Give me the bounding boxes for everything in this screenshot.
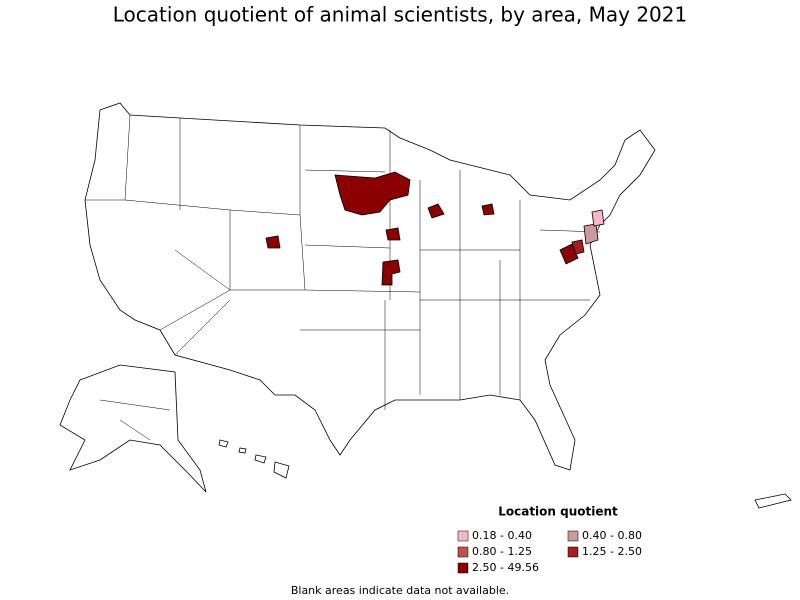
highlighted-area	[583, 223, 599, 245]
highlighted-area	[571, 239, 585, 255]
alaska-borders	[99, 399, 171, 441]
highlighted-areas	[265, 171, 605, 286]
legend: 0.18 - 0.40 0.40 - 0.80 0.80 - 1.25 1.25 - …	[457, 529, 642, 574]
legend-label: 0.40 - 0.80	[582, 529, 642, 542]
legend-label: 2.50 - 49.56	[472, 561, 539, 574]
highlighted-area	[381, 259, 401, 286]
highlighted-area	[385, 227, 401, 241]
hawaii	[218, 439, 290, 479]
puerto-rico	[754, 493, 792, 509]
legend-label: 0.18 - 0.40	[472, 529, 532, 542]
legend-label: 1.25 - 2.50	[582, 545, 642, 558]
highlighted-area	[427, 203, 445, 219]
footnote: Blank areas indicate data not available.	[291, 584, 509, 597]
legend-label: 0.80 - 1.25	[472, 545, 532, 558]
legend-title: Location quotient	[498, 505, 618, 519]
highlighted-area	[481, 203, 495, 216]
state-borders	[85, 114, 601, 410]
legend-swatch	[567, 530, 579, 542]
legend-swatch	[457, 562, 469, 574]
map-title: Location quotient of animal scientists, …	[113, 3, 687, 27]
legend-swatch	[457, 530, 469, 542]
highlighted-area	[334, 171, 411, 216]
mainland-us	[84, 102, 656, 471]
legend-swatch	[457, 546, 469, 558]
legend-swatch	[567, 546, 579, 558]
highlighted-area	[559, 243, 579, 265]
highlighted-area	[591, 209, 605, 227]
highlighted-area	[265, 235, 281, 249]
map	[59, 102, 792, 509]
